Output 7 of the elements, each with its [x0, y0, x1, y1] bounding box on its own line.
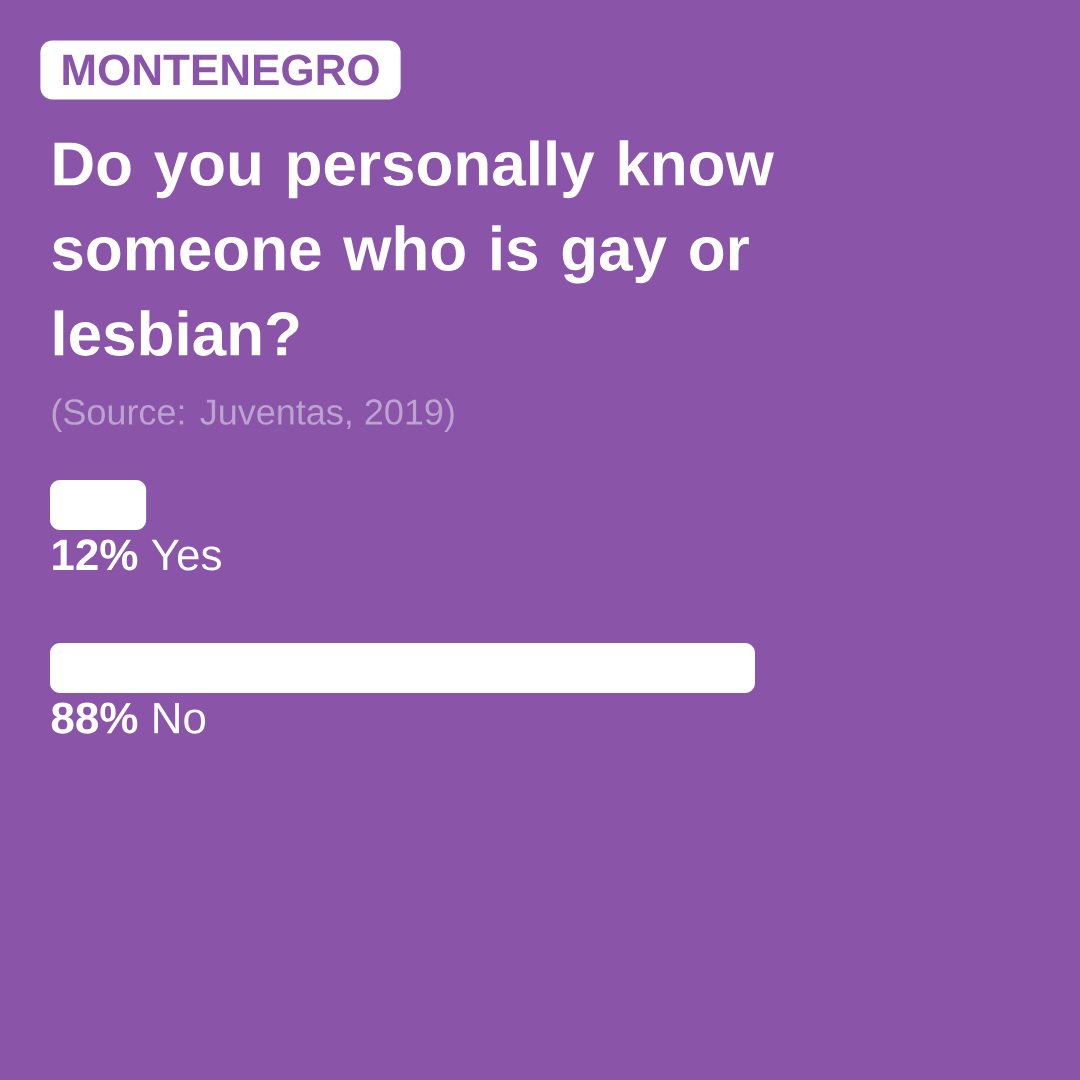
- data-label: 88%: [51, 702, 138, 734]
- y-tick-label: No: [154, 702, 206, 734]
- y-tick-label: Yes: [151, 539, 221, 571]
- data-label: 12%: [53, 539, 138, 571]
- chart-subtitle: MONTENEGRO: [63, 54, 379, 86]
- chart-title: Do you personally know someone who is gay or lesbian?: [52, 140, 774, 356]
- text: (Source: Juventas, 2019): [52, 398, 454, 432]
